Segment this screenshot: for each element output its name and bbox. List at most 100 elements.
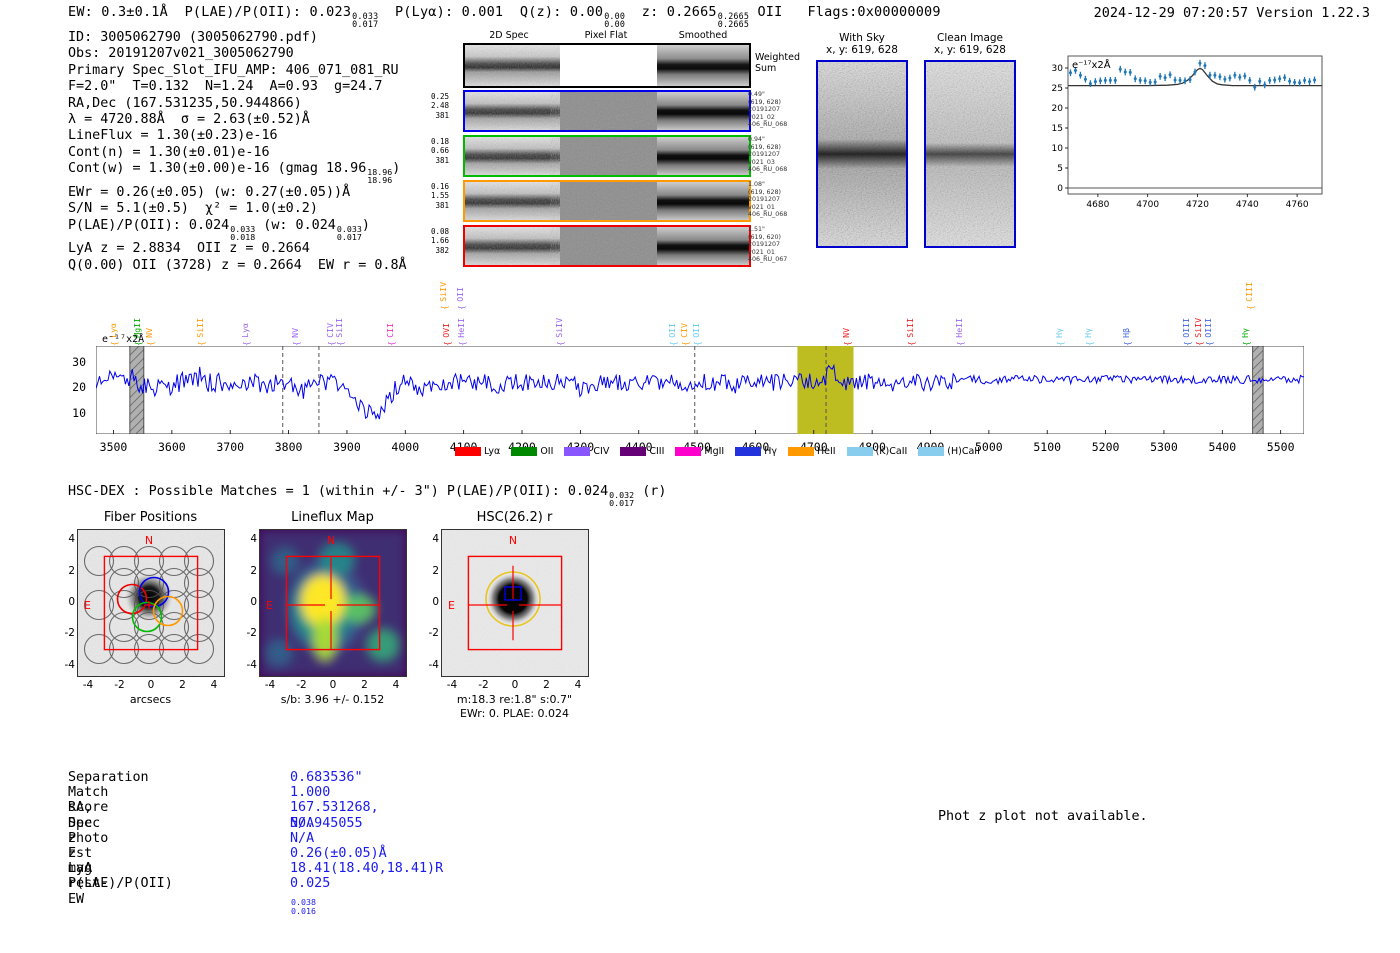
svg-text:N: N: [145, 534, 153, 547]
emission-line-label: CII: [384, 323, 395, 338]
spectrum-xtick: 3800: [274, 440, 303, 454]
emission-line-label: OIII: [1203, 318, 1214, 338]
fiber-row: [463, 135, 751, 177]
cutout-xtick: 2: [361, 679, 368, 691]
table-key: Spec z: [68, 815, 101, 846]
fiber-metadata: 0.94" (619, 628) 20191207 v021_03 406_RU_068: [748, 136, 788, 174]
sky-clean-thumbs: With Sky x, y: 619, 628 Clean Image x, y…: [812, 32, 1022, 252]
cutout-xtick: -2: [114, 679, 125, 691]
cutout-xlabel: s/b: 3.96 +/- 0.152: [280, 693, 385, 706]
cutout-xlabel: arcsecs: [129, 693, 172, 706]
svg-text:4680: 4680: [1086, 200, 1109, 210]
cutout-xlabel: m:18.3 re:1.8" s:0.7": [456, 693, 573, 706]
legend-entry: CIV: [564, 446, 609, 457]
clean-image-title: Clean Image x, y: 619, 628: [934, 32, 1006, 56]
header-summary-line: EW: 0.3±0.1Å P(LAE)/P(OII): 0.023 0.033 0.…: [68, 4, 941, 29]
cutout-ytick: -2: [428, 627, 439, 640]
legend-swatch: [918, 447, 945, 456]
spectrum-xtick: 3500: [99, 440, 128, 454]
cutout-image: N E: [441, 529, 589, 677]
header-plae-errors: 0.033 0.017: [352, 10, 379, 30]
svg-text:E: E: [448, 599, 455, 612]
cutout-xtick: -4: [264, 679, 276, 691]
cutout-ytick: 2: [432, 564, 439, 577]
cutout-ytick: 4: [250, 533, 257, 546]
cutout-title: Fiber Positions: [103, 510, 198, 525]
spectrum-ytick: 20: [72, 380, 86, 395]
info-seeing: F=2.0" T=0.132 N=1.24 A=0.93 g=24.7: [68, 79, 383, 95]
emission-line-label: SiIV: [553, 318, 564, 338]
cutout-xtick: -2: [296, 679, 307, 691]
legend-swatch: [675, 447, 702, 456]
table-key: Est LyA rest-EW: [68, 845, 109, 907]
cutout-image: N E: [77, 529, 225, 677]
svg-text:4700: 4700: [1136, 200, 1159, 210]
emission-line-labels: Lyα{MgII{NV{SiII{Lyα{NV{CIV{SiII{CII{OVI…: [96, 276, 1304, 346]
legend-label: OII: [540, 446, 554, 457]
emission-line-label: NV: [841, 328, 852, 338]
cutout-ytick: 2: [68, 564, 75, 577]
column-title-2dspec: 2D Spec: [489, 30, 529, 41]
table-value: 167.531268, 50.945055: [290, 800, 379, 831]
cutout-xtick: -4: [82, 679, 94, 691]
spectrum-xtick: 3700: [216, 440, 245, 454]
fiber-row: [463, 180, 751, 222]
spectrum-ytick: 30: [72, 354, 86, 369]
emission-line-label: Hγ: [1054, 328, 1065, 338]
emission-line-brace: {: [1245, 305, 1256, 310]
svg-text:N: N: [509, 534, 517, 547]
emission-line-label: SiII: [905, 318, 916, 338]
table-key: Match score: [68, 785, 109, 816]
weighted-sum-row: [463, 43, 751, 88]
svg-text:20: 20: [1052, 104, 1064, 114]
emission-line-label: OII: [454, 287, 465, 302]
legend-entry: MgII: [675, 446, 724, 457]
info-primary-spec: Primary Spec_Slot_IFU_AMP: 406_071_081_R…: [68, 62, 399, 78]
emission-line-label: HeII: [954, 318, 965, 338]
fiber-metadata: 1.08" (619, 628) 20191207 v021_01 406_RU_068: [748, 181, 788, 219]
spectrum-xtick: 5500: [1266, 440, 1295, 454]
cutout-title: HSC(26.2) r: [476, 510, 553, 525]
fiber-left-stats: 0.18 0.66 381: [430, 137, 449, 165]
emission-line-label: OII: [691, 323, 702, 338]
spectrum-xtick: 4000: [391, 440, 420, 454]
fiber-left-stats: 0.25 2.48 381: [430, 92, 449, 120]
svg-text:4760: 4760: [1286, 200, 1309, 210]
info-lineflux: LineFlux = 1.30(±0.23)e-16: [68, 128, 278, 144]
weighted-sum-image: [465, 45, 749, 86]
spectrum-xtick: 5100: [1033, 440, 1062, 454]
emission-line-label: Hγ: [1239, 328, 1250, 338]
emission-line-label: CIII: [1244, 282, 1255, 302]
info-plae: P(LAE)/P(OII): 0.024 0.033 0.018 (w: 0.024…: [68, 217, 370, 242]
header-flags: Flags:0x00000009: [807, 4, 941, 20]
legend-swatch: [735, 447, 762, 456]
legend-label: (K)CaII: [875, 446, 908, 457]
emission-line-label: CIV: [324, 323, 335, 338]
legend-label: HeII: [817, 446, 836, 457]
table-value: 0.025 0.038 0.016: [290, 876, 331, 916]
cutout-xtick: 4: [392, 679, 400, 691]
weighted-sum-label: Weighted Sum: [755, 52, 800, 74]
table-value-errors: 0.038 0.016: [291, 897, 316, 916]
table-value: N/A: [290, 830, 315, 846]
cutout-ytick: 0: [68, 596, 75, 608]
table-key: P(LAE)/P(OII): [68, 876, 173, 892]
info-wavelength: λ = 4720.88Å σ = 2.63(±0.52)Å: [68, 112, 310, 128]
legend-entry: HeII: [788, 446, 836, 457]
fiber-left-stats: 0.08 1.66 382: [430, 227, 449, 255]
cutout-ytick: -2: [246, 627, 257, 640]
table-value: N/A: [290, 815, 315, 831]
spectrum-xtick: 5000: [975, 440, 1003, 454]
svg-text:15: 15: [1052, 124, 1063, 134]
svg-text:N: N: [327, 534, 335, 547]
legend-entry: Lyα: [455, 446, 500, 457]
legend-swatch: [788, 447, 814, 456]
legend-entry: (K)CaII: [846, 446, 908, 457]
emission-line-label: SiIV: [1192, 318, 1203, 338]
svg-text:10: 10: [1052, 144, 1064, 154]
column-title-smoothed: Smoothed: [678, 30, 728, 41]
header-qz-errors: 0.00 0.00: [604, 10, 626, 30]
emission-line-zoom-plot: 0 5 10 15 20 25 30 4680 4700 4720 4740 4760 e⁻¹⁷x2Å: [1036, 50, 1326, 216]
spectrum-xtick: 3600: [158, 440, 186, 454]
legend-entry: CIII: [620, 446, 664, 457]
